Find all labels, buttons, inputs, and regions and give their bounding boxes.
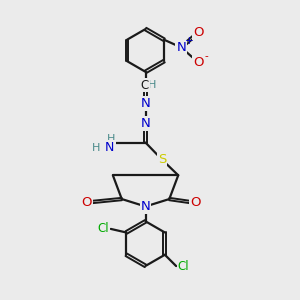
Text: N: N bbox=[141, 200, 150, 213]
Text: H: H bbox=[107, 134, 116, 144]
Text: C: C bbox=[141, 79, 149, 92]
Text: +: + bbox=[185, 36, 194, 46]
Text: Cl: Cl bbox=[98, 222, 109, 236]
Text: N: N bbox=[105, 141, 114, 154]
Text: O: O bbox=[193, 26, 203, 39]
Text: O: O bbox=[81, 196, 92, 208]
Text: S: S bbox=[158, 153, 166, 166]
Text: N: N bbox=[141, 98, 150, 110]
Text: H: H bbox=[148, 80, 156, 90]
Text: Cl: Cl bbox=[178, 260, 189, 273]
Text: O: O bbox=[193, 56, 203, 69]
Text: -: - bbox=[205, 51, 208, 62]
Text: N: N bbox=[141, 117, 150, 130]
Text: H: H bbox=[92, 143, 101, 153]
Text: O: O bbox=[190, 196, 201, 208]
Text: N: N bbox=[176, 41, 186, 54]
